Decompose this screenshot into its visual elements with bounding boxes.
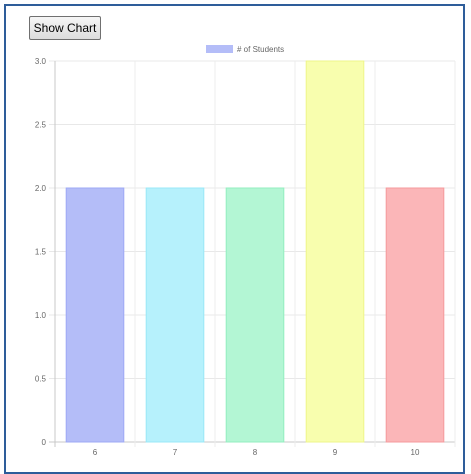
x-tick-label: 7 [173,448,178,457]
chart-bars [65,60,445,443]
y-tick-label: 2.0 [35,184,47,193]
y-tick-label: 1.5 [35,248,47,257]
x-tick-label: 8 [253,448,258,457]
y-tick-label: 0 [42,438,47,447]
y-tick-label: 1.0 [35,311,47,320]
y-tick-label: 3.0 [35,57,47,66]
chart-axes: 0 0.5 1.0 1.5 2.0 2.5 3.0 6 7 8 9 10 [35,57,420,457]
bar-10[interactable] [385,187,445,443]
bar-9[interactable] [305,60,365,443]
legend-label: # of Students [237,45,284,54]
bar-8[interactable] [225,187,285,443]
y-tick-label: 0.5 [35,375,47,384]
x-tick-label: 10 [411,448,420,457]
chart-legend: # of Students [206,45,284,54]
legend-swatch [206,45,233,53]
bar-7[interactable] [145,187,205,443]
x-tick-label: 6 [93,448,98,457]
show-chart-button[interactable]: Show Chart [29,16,101,40]
x-tick-label: 9 [333,448,338,457]
bar-chart: 0 0.5 1.0 1.5 2.0 2.5 3.0 6 7 8 9 10 # of Students [35,45,456,457]
bar-6[interactable] [65,187,125,443]
y-tick-label: 2.5 [35,121,47,130]
